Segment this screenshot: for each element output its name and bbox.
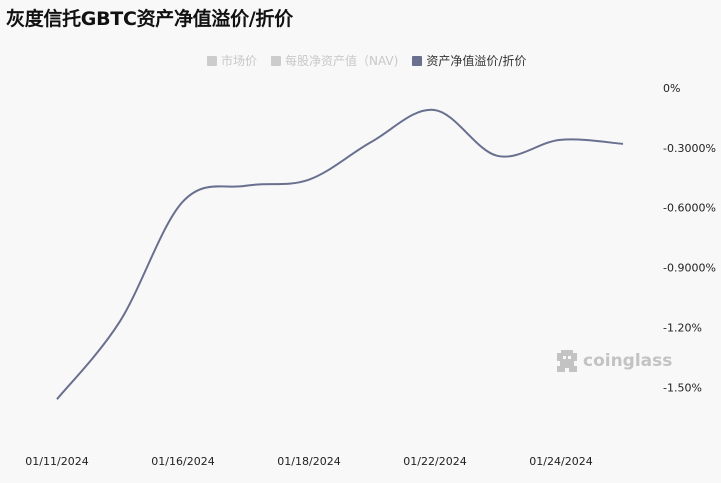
y-tick-label: -1.20% bbox=[663, 321, 702, 334]
chart-legend: 市场价 每股净资产值（NAV) 资产净值溢价/折价 bbox=[207, 52, 526, 69]
data-point[interactable] bbox=[117, 318, 123, 324]
data-point[interactable] bbox=[54, 396, 60, 402]
y-axis-ticks: 0% -0.3000% -0.6000% -0.9000% -1.20% -1.50% bbox=[663, 82, 716, 394]
series-layer bbox=[54, 107, 626, 402]
x-tick-label: 01/16/2024 bbox=[151, 455, 214, 468]
legend-item-market-price[interactable]: 市场价 bbox=[207, 52, 257, 69]
x-axis-ticks: 01/11/2024 01/16/2024 01/18/2024 01/22/2024… bbox=[25, 455, 592, 468]
coinglass-logo-icon bbox=[557, 350, 577, 372]
legend-label: 市场价 bbox=[221, 54, 258, 68]
watermark-text: coinglass bbox=[583, 351, 673, 371]
x-tick-label: 01/11/2024 bbox=[25, 455, 88, 468]
data-point[interactable] bbox=[180, 199, 186, 205]
data-point[interactable] bbox=[243, 183, 249, 189]
legend-swatch bbox=[271, 55, 282, 66]
data-point[interactable] bbox=[494, 153, 500, 159]
y-tick-label: -0.3000% bbox=[663, 142, 716, 155]
legend-swatch bbox=[412, 55, 423, 66]
legend-label: 每股净资产值（NAV) bbox=[285, 54, 399, 68]
series-line-premium-discount bbox=[56, 108, 624, 400]
y-tick-label: -0.9000% bbox=[663, 262, 716, 275]
data-point[interactable] bbox=[431, 107, 437, 113]
x-tick-label: 01/22/2024 bbox=[403, 455, 466, 468]
y-tick-label: -1.50% bbox=[663, 381, 702, 394]
y-tick-label: 0% bbox=[663, 82, 680, 95]
x-tick-label: 01/24/2024 bbox=[529, 455, 592, 468]
legend-item-premium-discount[interactable]: 资产净值溢价/折价 bbox=[412, 52, 526, 69]
data-point[interactable] bbox=[368, 139, 374, 145]
chart-title: 灰度信托GBTC资产净值溢价/折价 bbox=[6, 8, 293, 30]
legend-label: 资产净值溢价/折价 bbox=[426, 54, 527, 68]
y-tick-label: -0.6000% bbox=[663, 202, 716, 215]
data-point[interactable] bbox=[620, 141, 626, 147]
legend-item-nav[interactable]: 每股净资产值（NAV) bbox=[271, 52, 398, 69]
data-point[interactable] bbox=[557, 137, 563, 143]
coinglass-watermark: coinglass bbox=[556, 348, 672, 374]
data-point[interactable] bbox=[306, 177, 312, 183]
x-tick-label: 01/18/2024 bbox=[277, 455, 340, 468]
legend-swatch bbox=[207, 55, 217, 66]
